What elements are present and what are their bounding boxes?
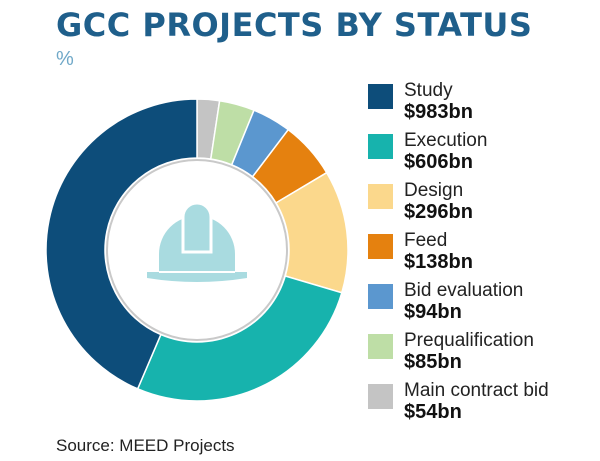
legend-swatch	[368, 134, 393, 159]
legend-swatch	[368, 284, 393, 309]
legend-label: Feed	[404, 230, 448, 251]
chart-title: GCC PROJECTS BY STATUS	[56, 6, 533, 44]
legend-swatch	[368, 234, 393, 259]
legend-label: Main contract bid	[404, 380, 549, 401]
hard-hat-icon	[147, 201, 247, 282]
legend-value: $606bn	[404, 151, 473, 173]
legend-item: Main contract bid $54bn	[368, 380, 593, 434]
legend-swatch	[368, 84, 393, 109]
legend-item: Prequalification $85bn	[368, 330, 593, 384]
legend: Study $983bn Execution $606bn Design $296bn Fe…	[368, 80, 593, 434]
legend-label: Design	[404, 180, 464, 201]
legend-value: $85bn	[404, 351, 462, 373]
legend-item: Execution $606bn	[368, 130, 593, 184]
legend-swatch	[368, 334, 393, 359]
legend-label: Execution	[404, 130, 488, 151]
slice-execution	[136, 275, 343, 402]
legend-item: Feed $138bn	[368, 230, 593, 284]
legend-label: Bid evaluation	[404, 280, 524, 301]
legend-label: Study	[404, 80, 453, 101]
legend-value: $983bn	[404, 101, 473, 123]
legend-item: Bid evaluation $94bn	[368, 280, 593, 334]
legend-swatch	[368, 384, 393, 409]
donut-slices	[45, 98, 349, 402]
legend-value: $94bn	[404, 301, 462, 323]
legend-item: Study $983bn	[368, 80, 593, 134]
legend-value: $296bn	[404, 201, 473, 223]
legend-swatch	[368, 184, 393, 209]
source-note: Source: MEED Projects	[56, 436, 235, 455]
legend-value: $138bn	[404, 251, 473, 273]
slice-study	[45, 98, 198, 390]
legend-label: Prequalification	[404, 330, 534, 351]
unit-label: %	[56, 48, 74, 70]
legend-item: Design $296bn	[368, 180, 593, 234]
legend-value: $54bn	[404, 401, 462, 423]
